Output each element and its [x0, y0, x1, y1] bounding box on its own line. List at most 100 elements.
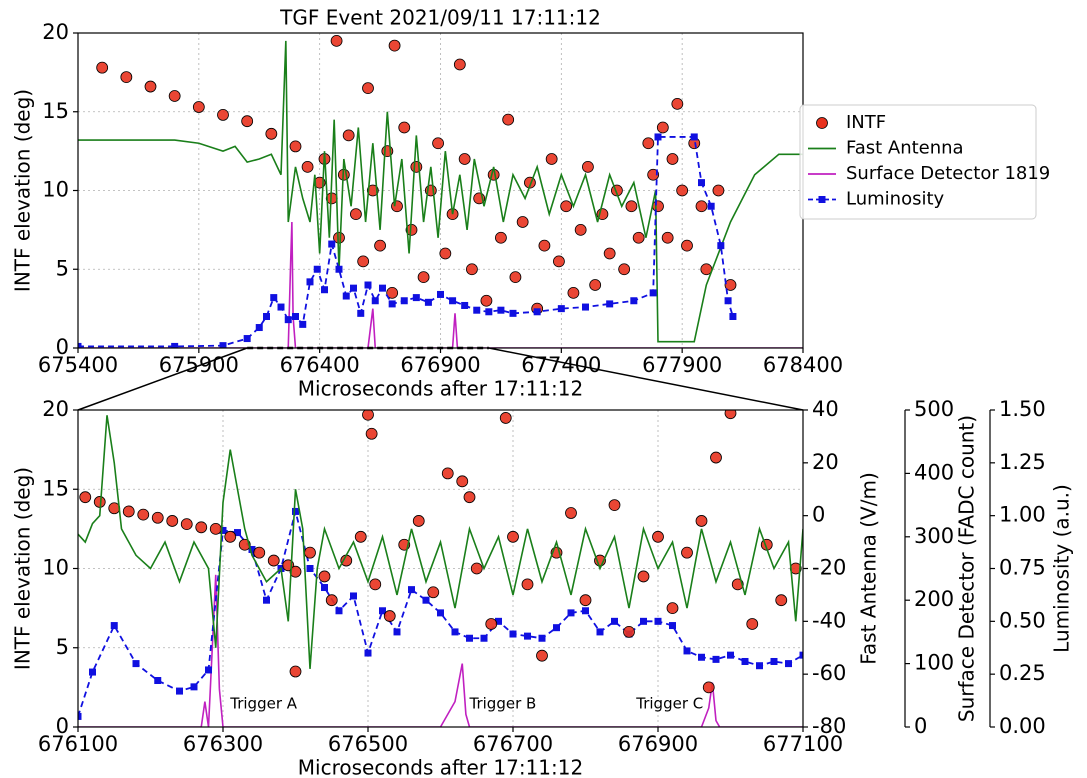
series-marker [364, 649, 372, 657]
intf-point [642, 137, 655, 150]
series-marker [78, 712, 82, 720]
x-tick-label: 676500 [328, 732, 408, 756]
intf-point [666, 153, 679, 165]
series-marker [371, 297, 379, 305]
intf-point [209, 522, 222, 535]
y4-axis-label: Luminosity (a.u.) [1050, 484, 1074, 653]
intf-point [342, 129, 355, 142]
y-tick-label: 5 [56, 635, 69, 659]
intf-point [509, 271, 522, 284]
y-tick-label: 15 [42, 476, 69, 500]
intf-point [545, 153, 558, 165]
series-marker [154, 677, 162, 685]
intf-point [238, 538, 251, 551]
intf-point [618, 263, 631, 276]
series-marker [190, 683, 198, 691]
series-marker [485, 308, 493, 316]
y4-tick-label: 1.50 [999, 397, 1046, 421]
intf-point [241, 115, 254, 128]
series-marker [110, 622, 118, 630]
series-marker [248, 545, 256, 553]
series-marker [669, 622, 676, 630]
series-marker [756, 662, 763, 670]
intf-point [151, 511, 164, 524]
series-marker [263, 596, 270, 604]
intf-point [354, 530, 367, 543]
intf-point [625, 200, 638, 213]
series-marker [497, 306, 505, 314]
intf-point [192, 101, 205, 113]
series-marker [533, 308, 541, 316]
series-marker [596, 628, 604, 636]
series-marker [424, 298, 432, 306]
y2-tick-label: -20 [812, 556, 846, 580]
y2-tick-label: -40 [812, 608, 846, 632]
series-marker [342, 292, 350, 300]
y-tick-label: 20 [42, 397, 69, 421]
legend-box [799, 104, 1037, 220]
intf-point [398, 121, 411, 134]
intf-point [144, 80, 157, 93]
series-marker [698, 653, 705, 661]
intf-point [427, 586, 440, 599]
series-marker [582, 303, 589, 311]
series-marker [461, 301, 469, 309]
intf-point [507, 530, 519, 543]
intf-point [289, 665, 302, 678]
series-marker [785, 660, 792, 668]
intf-point [632, 231, 645, 244]
series-marker [509, 630, 517, 638]
legend-label: Surface Detector 1819 [846, 163, 1050, 184]
y3-tick-label: 300 [914, 524, 954, 548]
series-marker [451, 628, 459, 636]
series-marker [171, 342, 179, 348]
intf-point [330, 34, 343, 47]
intf-point [253, 546, 266, 559]
x-tick-label: 677100 [763, 732, 843, 756]
intf-point [676, 184, 689, 197]
intf-point [453, 58, 466, 71]
y-tick-label: 0 [56, 714, 69, 738]
intf-point [366, 184, 379, 197]
intf-point [567, 286, 580, 299]
series-marker [284, 316, 292, 324]
series-marker [495, 617, 502, 625]
series-marker [350, 592, 357, 600]
intf-point [432, 137, 444, 150]
series-marker [770, 657, 778, 665]
intf-point [603, 247, 616, 260]
y2-tick-label: 20 [812, 450, 839, 474]
intf-point [695, 515, 708, 527]
series-marker [89, 668, 96, 676]
y4-tick-label: 0.25 [999, 661, 1046, 685]
intf-point [671, 97, 684, 110]
series-marker [306, 565, 314, 572]
intf-point [265, 127, 278, 140]
legend-marker [818, 196, 826, 203]
series-marker [313, 265, 321, 273]
series-marker [350, 284, 357, 292]
series-marker [364, 281, 372, 289]
intf-point [652, 530, 664, 543]
series-marker [717, 242, 725, 250]
y2-tick-label: 40 [812, 397, 839, 421]
y3-tick-label: 400 [914, 460, 954, 484]
series-marker [538, 634, 546, 642]
series-marker [509, 309, 517, 317]
intf-point [365, 427, 378, 440]
y4-tick-label: 0.00 [999, 714, 1046, 738]
intf-point [538, 239, 551, 252]
intf-point [666, 602, 679, 615]
x-tick-label: 678400 [763, 353, 843, 377]
series-marker [357, 309, 365, 317]
intf-point [410, 160, 423, 173]
series-marker [741, 657, 749, 665]
y2-tick-label: -60 [812, 661, 846, 685]
y-axis-label: INTF elevation (deg) [11, 467, 35, 670]
intf-point [456, 475, 469, 488]
intf-point [289, 140, 302, 153]
series-marker [379, 607, 386, 615]
intf-point [702, 681, 715, 694]
series-marker [393, 628, 401, 636]
intf-point [681, 546, 693, 559]
